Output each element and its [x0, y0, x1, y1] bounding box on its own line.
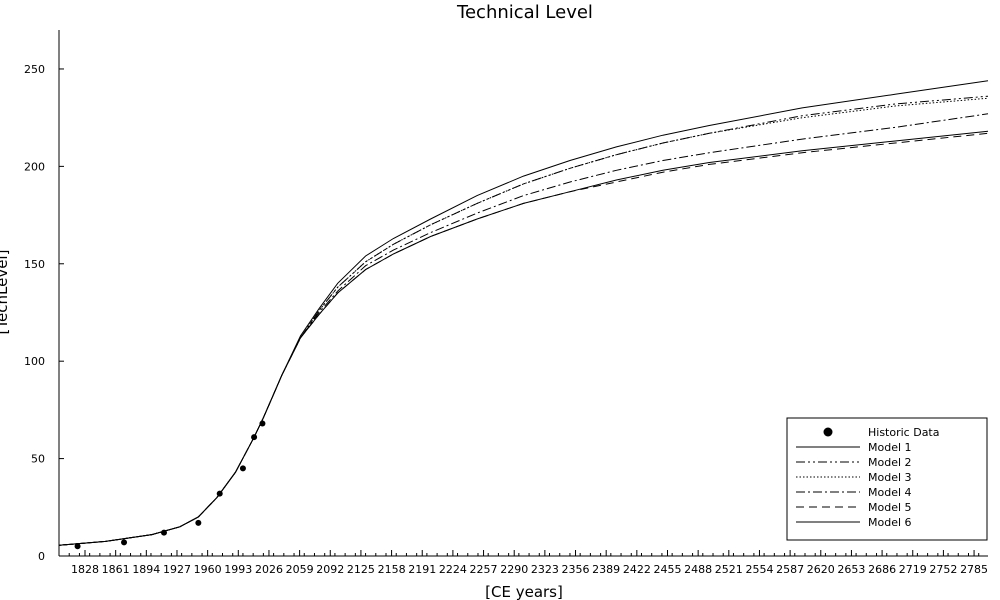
- historic-data-point: [74, 543, 81, 550]
- historic-data-point: [160, 529, 167, 536]
- x-tick-label: 1861: [102, 563, 130, 576]
- x-tick-label: 2686: [868, 563, 896, 576]
- historic-data-point: [216, 490, 223, 497]
- x-tick-label: 2026: [255, 563, 283, 576]
- series-line-model-6: [58, 130, 989, 546]
- x-tick-label: 2488: [684, 563, 712, 576]
- x-tick-label: 2422: [623, 563, 651, 576]
- y-tick-label: 50: [31, 453, 45, 466]
- y-tick-label: 200: [24, 160, 45, 173]
- y-tick-label: 100: [24, 355, 45, 368]
- x-tick-label: 1828: [71, 563, 99, 576]
- x-tick-label: 1960: [194, 563, 222, 576]
- historic-data-point: [195, 519, 202, 526]
- x-tick-label: 2389: [592, 563, 620, 576]
- historic-data-point: [251, 434, 258, 441]
- x-tick-label: 2620: [807, 563, 835, 576]
- legend-label-model-4: Model 4: [868, 486, 912, 499]
- x-axis-label: [CE years]: [485, 583, 563, 600]
- x-tick-label: 2092: [316, 563, 344, 576]
- x-tick-label: 2752: [929, 563, 957, 576]
- x-tick-label: 2158: [378, 563, 406, 576]
- x-tick-label: 2554: [745, 563, 773, 576]
- x-tick-label: 2653: [837, 563, 865, 576]
- historic-data-point: [259, 420, 266, 427]
- y-axis-label: [TechLevel]: [0, 250, 11, 335]
- x-tick-label: 2191: [408, 563, 436, 576]
- x-tick-label: 1927: [163, 563, 191, 576]
- legend-label-model-6: Model 6: [868, 516, 912, 529]
- legend-label-model-1: Model 1: [868, 441, 912, 454]
- x-tick-label: 2224: [439, 563, 467, 576]
- x-tick-label: 1993: [224, 563, 252, 576]
- historic-data-point: [239, 465, 246, 472]
- x-tick-label: 2587: [776, 563, 804, 576]
- x-tick-label: 2059: [286, 563, 314, 576]
- x-tick-label: 2356: [562, 563, 590, 576]
- legend-box: [786, 417, 988, 541]
- x-tick-label: 2290: [500, 563, 528, 576]
- x-tick-label: 2719: [899, 563, 927, 576]
- legend-marker-historic-data: [823, 427, 833, 437]
- series-line-model-4: [58, 113, 989, 546]
- chart-title: Technical Level: [456, 2, 593, 23]
- historic-data-point: [121, 539, 128, 546]
- legend-label-historic-data: Historic Data: [868, 426, 940, 439]
- y-tick-label: 150: [24, 258, 45, 271]
- legend-label-model-2: Model 2: [868, 456, 912, 469]
- legend-label-model-5: Model 5: [868, 501, 912, 514]
- x-tick-label: 1894: [132, 563, 160, 576]
- y-tick-label: 0: [38, 550, 45, 563]
- x-tick-label: 2323: [531, 563, 559, 576]
- legend: Historic Data Model 1 Model 2 Model 3 Model …: [786, 417, 988, 541]
- legend-label-model-3: Model 3: [868, 471, 912, 484]
- x-tick-label: 2125: [347, 563, 375, 576]
- x-tick-label: 2521: [715, 563, 743, 576]
- x-tick-label: 2257: [470, 563, 498, 576]
- x-tick-label: 2455: [653, 563, 681, 576]
- x-tick-label: 2785: [960, 563, 988, 576]
- y-tick-label: 250: [24, 63, 45, 76]
